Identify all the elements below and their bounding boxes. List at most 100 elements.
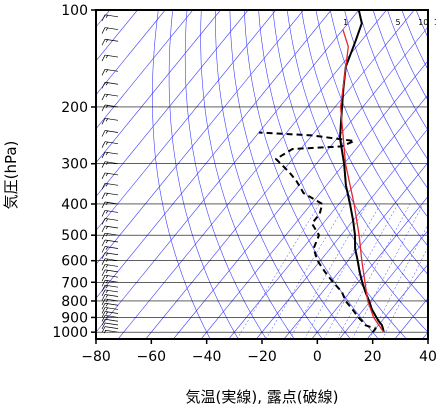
isotherm-line: [96, 10, 332, 299]
barb-flag: [101, 246, 106, 253]
isotherm-line: [283, 162, 428, 339]
barb-shaft: [104, 151, 119, 155]
isotherm-line: [96, 10, 194, 130]
wind-barb: [101, 264, 119, 271]
barb-flag: [101, 285, 106, 292]
barb-shaft: [104, 182, 119, 186]
barb-shaft: [104, 68, 119, 72]
x-tick-label: 40: [419, 349, 436, 365]
isotherm-line: [117, 10, 387, 339]
barb-flag: [101, 27, 106, 34]
barb-flag: [101, 319, 106, 326]
barb-shaft: [104, 326, 119, 329]
barb-half-flag: [105, 252, 109, 256]
wind-barb: [101, 298, 119, 306]
barb-shaft: [104, 218, 119, 221]
wind-barb: [101, 284, 119, 292]
mixing-ratio-line: [323, 203, 399, 339]
wind-barb: [101, 252, 119, 259]
barb-shaft: [104, 264, 119, 267]
mixing-ratio-line: [382, 246, 428, 339]
barb-flag: [101, 225, 106, 233]
wind-barb: [101, 172, 119, 180]
barb-flag: [101, 315, 106, 322]
isotherm-line: [339, 229, 428, 339]
barb-shaft: [104, 104, 119, 108]
barb-half-flag: [105, 264, 109, 268]
dry-adiabat: [315, 10, 428, 247]
wind-barb: [101, 274, 119, 282]
barb-shaft: [104, 274, 119, 278]
wind-barb: [101, 246, 119, 253]
dry-adiabat: [358, 10, 428, 161]
barb-shaft: [104, 117, 119, 121]
isotherm-line: [256, 128, 428, 339]
dewpoint-line: [258, 131, 377, 333]
dry-adiabat: [229, 10, 351, 339]
barb-flag: [101, 82, 106, 89]
grid-lines: [96, 10, 428, 339]
isotherm-line: [96, 10, 277, 231]
barb-half-flag: [105, 14, 109, 19]
barb-half-flag: [105, 280, 109, 284]
barb-half-flag: [105, 141, 109, 145]
barb-shaft: [104, 311, 119, 314]
wind-barb: [101, 14, 119, 21]
barb-flag: [101, 275, 106, 282]
wind-barb: [101, 68, 119, 76]
dry-adiabat: [151, 10, 211, 339]
wind-barb: [101, 326, 119, 333]
wind-barb: [101, 232, 119, 240]
barb-flag: [101, 104, 106, 112]
barb-shaft: [104, 289, 119, 293]
barb-half-flag: [105, 307, 109, 311]
dry-adiabat: [301, 10, 428, 276]
barb-half-flag: [105, 284, 109, 289]
wind-barb: [101, 269, 119, 277]
axis-ticks: [91, 9, 429, 344]
profile-lines: [258, 10, 385, 333]
y-tick-label: 800: [61, 294, 88, 310]
isotherm-line: [96, 10, 249, 197]
wind-barb: [103, 329, 119, 334]
barb-half-flag: [105, 27, 109, 31]
barb-shaft: [104, 246, 119, 249]
barb-shaft: [104, 141, 119, 145]
wind-barb: [101, 210, 119, 217]
barb-shaft: [104, 232, 119, 236]
barb-flag: [101, 303, 106, 310]
barb-flag: [101, 233, 106, 240]
isotherm-line: [394, 297, 428, 339]
mixing-ratio-label: 5: [395, 18, 400, 27]
dry-adiabat: [168, 10, 239, 339]
mixing-ratio-line: [265, 203, 346, 339]
dry-adiabat: [344, 10, 428, 190]
wind-barb: [101, 322, 119, 330]
dry-adiabat: [258, 10, 407, 339]
barb-half-flag: [105, 232, 109, 237]
isotherm-line: [145, 10, 415, 339]
barb-flag: [101, 252, 106, 259]
barb-half-flag: [105, 269, 109, 274]
barb-flag: [101, 264, 106, 271]
x-tick-label: 20: [364, 349, 382, 365]
isotherm-line: [96, 10, 166, 96]
barb-half-flag: [105, 225, 109, 230]
wind-barb: [101, 54, 119, 62]
barb-shaft: [104, 279, 119, 283]
y-tick-label: 200: [61, 100, 88, 116]
wind-barb: [101, 141, 119, 148]
wind-barb: [101, 239, 119, 247]
barb-shaft: [104, 302, 119, 306]
barb-flag: [101, 218, 106, 225]
wind-barb: [101, 294, 119, 301]
barb-shaft: [104, 307, 119, 310]
barb-flag: [101, 280, 106, 287]
barb-flag: [101, 130, 106, 137]
barb-half-flag: [105, 39, 109, 43]
wind-barb: [101, 27, 119, 34]
barb-shaft: [104, 172, 119, 176]
isotherm-line: [228, 94, 428, 339]
wind-barb: [101, 311, 119, 318]
barb-half-flag: [105, 161, 109, 165]
